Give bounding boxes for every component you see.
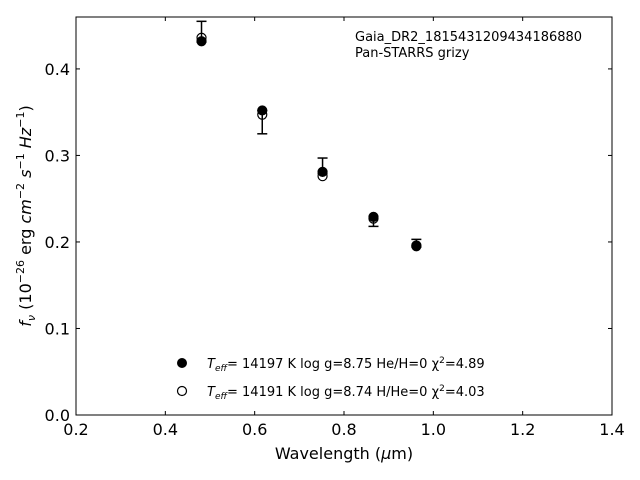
x-tick-label: 0.6	[242, 420, 267, 439]
x-tick-label: 0.4	[153, 420, 178, 439]
point-open	[411, 240, 422, 251]
marks-layer	[196, 20, 422, 252]
y-tick-label: 0.2	[45, 233, 70, 252]
x-tick-label: 0.2	[63, 420, 88, 439]
y-axis-label: fν (10−26 erg cm−2 s−1 Hz−1)	[14, 105, 38, 326]
point-open	[196, 32, 207, 43]
legend-2-chi: =4.03	[445, 385, 485, 400]
x-axis-label: Wavelength (μm)	[275, 444, 413, 463]
ticks-layer: 0.2 0.4 0.6 0.8 1.0 1.2 1.4 0.0 0.1 0.2 0.3 0.4	[45, 17, 625, 439]
legend-marker-open	[176, 385, 188, 397]
legend-entry-1: Teff= 14197 K log g=8.75 He/H=0 χ2=4.89	[207, 356, 485, 374]
x-tick-label: 1.0	[421, 420, 446, 439]
legend-marker-filled	[177, 358, 187, 368]
point-filled	[196, 36, 207, 47]
legend-entry-2: Teff= 14191 K log g=8.74 H/He=0 χ2=4.03	[207, 384, 485, 402]
legend-2-prefix: T	[207, 385, 216, 400]
legend-1-sub: eff	[215, 364, 229, 374]
legend: Teff= 14197 K log g=8.75 He/H=0 χ2=4.89 …	[176, 356, 485, 402]
legend-2-text: = 14191 K log g=8.74 H/He=0 χ	[227, 385, 440, 400]
y-tick-label: 0.3	[45, 146, 70, 165]
y-tick-label: 0.4	[45, 60, 70, 79]
x-tick-label: 1.2	[510, 420, 535, 439]
point-open	[368, 213, 379, 224]
legend-1-text: = 14197 K log g=8.75 He/H=0 χ	[227, 357, 440, 372]
annotation-survey: Pan-STARRS grizy	[355, 46, 470, 61]
point-open	[317, 171, 328, 182]
y-tick-label: 0.1	[45, 319, 70, 338]
y-tick-label: 0.0	[45, 406, 70, 425]
legend-1-chi: =4.89	[445, 357, 485, 372]
legend-2-sub: eff	[215, 392, 229, 402]
legend-1-prefix: T	[207, 357, 216, 372]
x-tick-label: 0.8	[331, 420, 356, 439]
plot-frame	[75, 16, 613, 416]
annotation-object-name: Gaia_DR2_1815431209434186880	[355, 30, 582, 45]
point-open	[257, 109, 268, 120]
x-tick-label: 1.4	[599, 420, 624, 439]
